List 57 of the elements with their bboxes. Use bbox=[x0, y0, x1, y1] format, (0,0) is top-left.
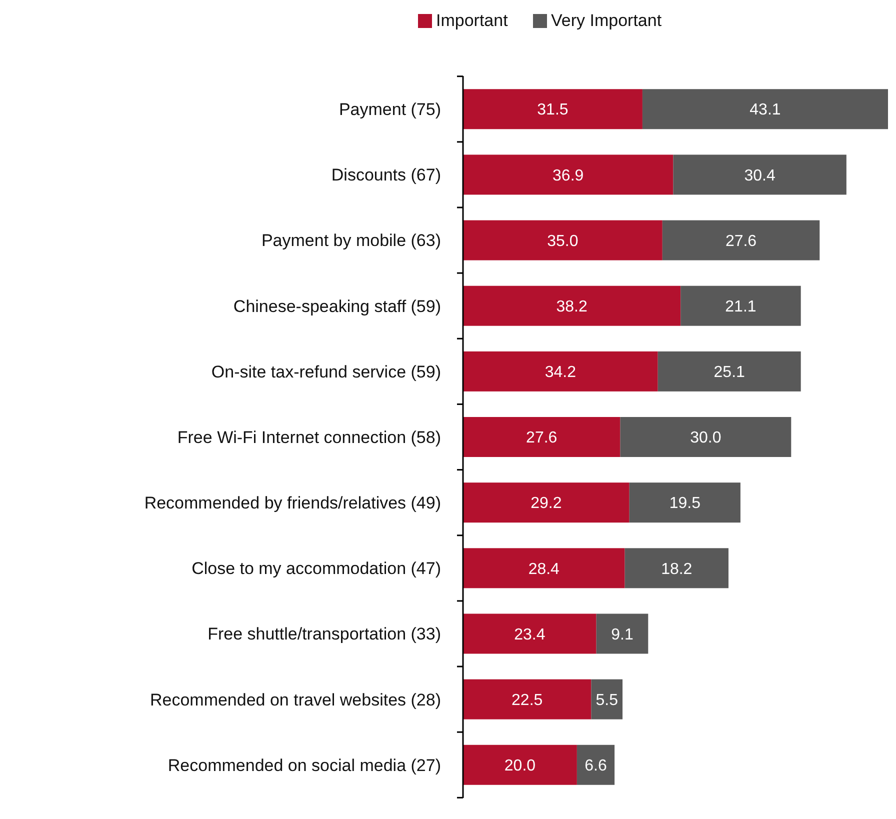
data-label: 18.2 bbox=[661, 560, 692, 578]
bar bbox=[463, 220, 662, 260]
bar bbox=[463, 351, 658, 392]
data-label: 27.6 bbox=[725, 232, 757, 250]
data-label: 23.4 bbox=[514, 626, 546, 644]
data-label: 34.2 bbox=[544, 364, 576, 382]
bar bbox=[463, 482, 630, 523]
y-tick-label: Chinese-speaking staff (59) bbox=[233, 296, 441, 316]
bar bbox=[680, 286, 801, 326]
y-tick-label: Close to my accommodation (47) bbox=[192, 559, 441, 578]
data-label: 27.6 bbox=[526, 430, 558, 447]
data-label: 36.9 bbox=[552, 167, 584, 184]
y-tick-label: Free shuttle/transportation (33) bbox=[208, 624, 441, 644]
data-label: 31.5 bbox=[537, 102, 568, 119]
data-label: 20.0 bbox=[504, 757, 536, 774]
data-label: 30.0 bbox=[690, 430, 722, 447]
bar bbox=[591, 679, 623, 720]
bar bbox=[463, 614, 596, 654]
bar bbox=[673, 154, 846, 195]
y-tick-label: Payment (75) bbox=[338, 100, 441, 120]
bar bbox=[658, 351, 801, 392]
data-label: 19.5 bbox=[669, 495, 701, 512]
bar bbox=[463, 89, 642, 130]
bar bbox=[463, 286, 681, 326]
bar bbox=[463, 679, 592, 720]
y-tick-label: Payment by mobile (63) bbox=[261, 231, 441, 250]
bar bbox=[642, 89, 888, 130]
data-label: 9.1 bbox=[611, 626, 634, 644]
bar bbox=[463, 548, 625, 588]
data-label: 28.4 bbox=[528, 560, 560, 578]
data-label: 43.1 bbox=[750, 102, 781, 119]
bar bbox=[629, 482, 740, 523]
legend-label: Important bbox=[436, 11, 508, 30]
bar bbox=[620, 417, 792, 457]
bar bbox=[662, 220, 820, 260]
y-tick-label: On-site tax-refund service (59) bbox=[211, 362, 441, 382]
data-label: 5.5 bbox=[596, 692, 618, 709]
y-tick-label: Recommended by friends/relatives (49) bbox=[144, 494, 441, 513]
bar bbox=[624, 548, 728, 588]
bar bbox=[576, 744, 615, 785]
data-label: 29.2 bbox=[530, 495, 562, 512]
data-label: 6.6 bbox=[584, 757, 607, 774]
y-tick-label: Discounts (67) bbox=[331, 166, 441, 185]
bar bbox=[463, 417, 620, 457]
data-label: 25.1 bbox=[714, 364, 746, 382]
bar bbox=[463, 154, 674, 195]
y-tick-label: Recommended on social media (27) bbox=[168, 756, 441, 775]
data-label: 21.1 bbox=[725, 298, 756, 316]
y-tick-label: Recommended on travel websites (28) bbox=[150, 690, 441, 710]
data-label: 35.0 bbox=[547, 232, 578, 250]
data-label: 30.4 bbox=[744, 167, 776, 184]
data-label: 38.2 bbox=[556, 298, 588, 316]
y-tick-label: Free Wi-Fi Internet connection (58) bbox=[177, 428, 441, 447]
legend-label: Very Important bbox=[551, 11, 662, 30]
data-label: 22.5 bbox=[512, 692, 543, 709]
bar bbox=[596, 614, 648, 654]
bar bbox=[463, 744, 577, 785]
